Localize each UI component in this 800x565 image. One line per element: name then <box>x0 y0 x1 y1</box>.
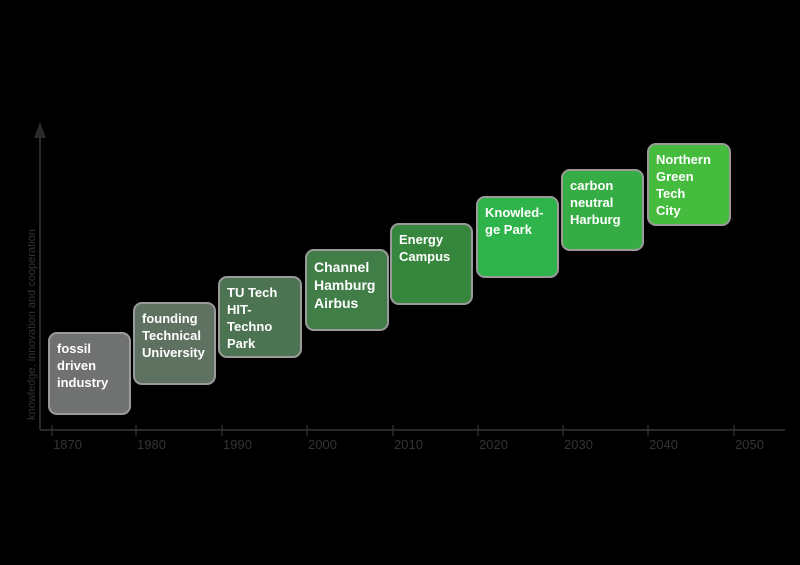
stage-box: carbon neutral Harburg <box>561 169 644 251</box>
y-axis-label: knowledge, innovation and cooperation <box>26 229 38 420</box>
y-axis-arrow-icon <box>34 122 46 138</box>
x-tick-label: 2050 <box>735 437 764 452</box>
x-tick-label: 2020 <box>479 437 508 452</box>
x-tick-label: 2000 <box>308 437 337 452</box>
stage-box: TU Tech HIT-Techno Park <box>218 276 302 358</box>
stage-box: Knowled- ge Park <box>476 196 559 278</box>
x-tick-label: 2010 <box>394 437 423 452</box>
stage-box: founding Technical University <box>133 302 216 385</box>
x-tick-label: 2030 <box>564 437 593 452</box>
stage-box: Energy Campus <box>390 223 473 305</box>
x-tick-label: 1980 <box>137 437 166 452</box>
stage-box: Channel Hamburg Airbus <box>305 249 389 331</box>
x-tick-label: 2040 <box>649 437 678 452</box>
x-tick-label: 1870 <box>53 437 82 452</box>
stage-box: Northern Green Tech City <box>647 143 731 226</box>
x-tick-label: 1990 <box>223 437 252 452</box>
x-axis-ticks: 1870 1980 1990 2000 2010 2020 2030 2040 2050 <box>51 425 764 452</box>
stage-box: fossil driven industry <box>48 332 131 415</box>
